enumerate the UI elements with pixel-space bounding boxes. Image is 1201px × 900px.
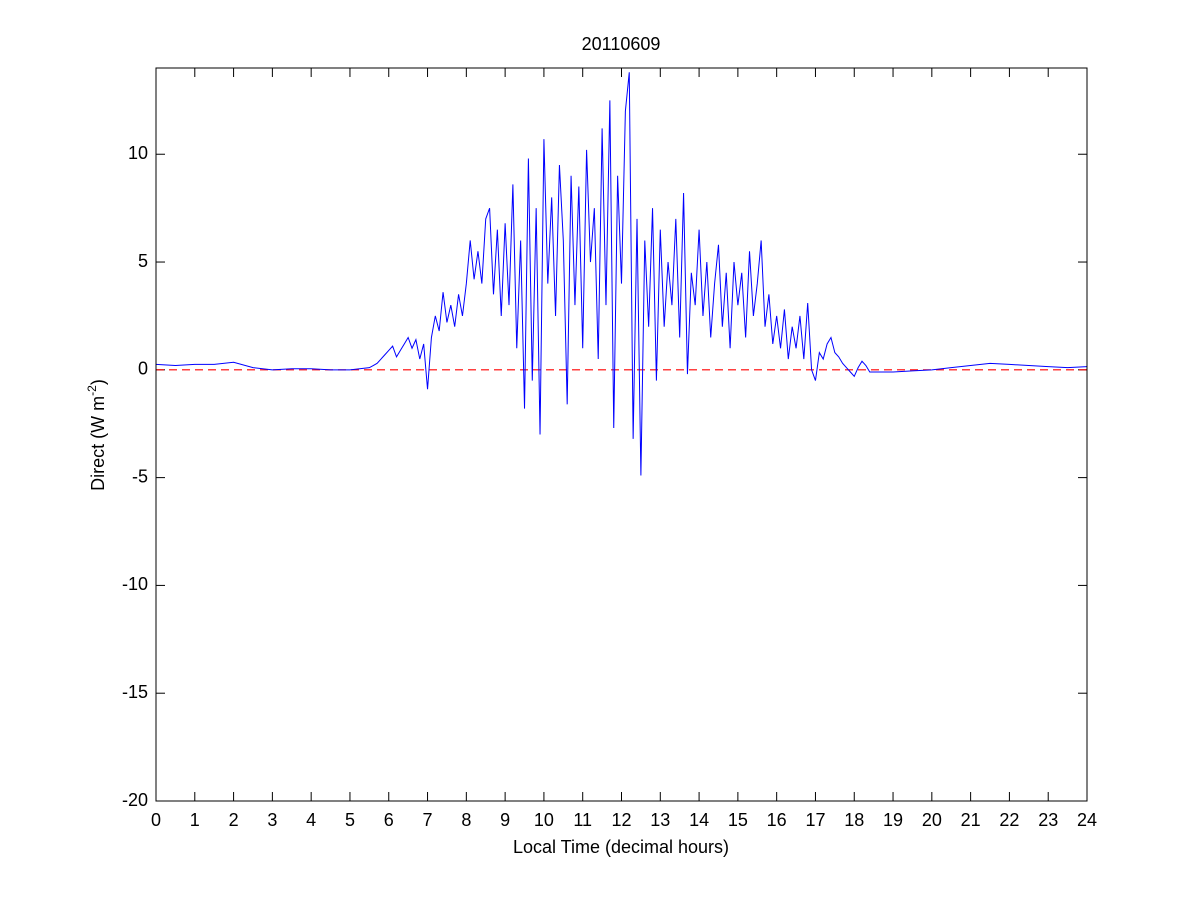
y-tick-label: -5 (132, 466, 148, 486)
y-tick-label: -15 (122, 682, 148, 702)
data-line (155, 72, 1088, 476)
x-tick-label: 18 (844, 810, 864, 830)
x-tick-label: 22 (999, 810, 1019, 830)
x-tick-label: 3 (267, 810, 277, 830)
chart-title: 20110609 (582, 34, 661, 54)
x-tick-label: 9 (500, 810, 510, 830)
plot-frame (155, 67, 1088, 802)
x-tick-label: 8 (461, 810, 471, 830)
y-tick-label: -10 (122, 574, 148, 594)
y-tick-label: -20 (122, 790, 148, 810)
x-tick-label: 5 (345, 810, 355, 830)
x-tick-label: 19 (883, 810, 903, 830)
x-tick-label: 11 (573, 810, 592, 830)
x-tick-label: 15 (728, 810, 748, 830)
y-label-superscript: -2 (85, 385, 99, 396)
x-tick-label: 13 (650, 810, 670, 830)
x-tick-label: 12 (611, 810, 631, 830)
x-tick-label: 16 (767, 810, 787, 830)
y-tick-label: 10 (128, 143, 148, 163)
x-tick-label: 1 (190, 810, 200, 830)
x-tick-label: 24 (1077, 810, 1097, 830)
x-tick-label: 7 (423, 810, 433, 830)
x-axis-label: Local Time (decimal hours) (513, 837, 729, 857)
x-tick-label: 10 (534, 810, 554, 830)
x-tick-label: 14 (689, 810, 709, 830)
x-tick-label: 4 (306, 810, 316, 830)
y-tick-label: 5 (138, 251, 148, 271)
x-tick-label: 23 (1038, 810, 1058, 830)
x-tick-label: 17 (805, 810, 825, 830)
y-label-end: ) (88, 379, 108, 385)
y-axis-label: Direct (W m-2) (85, 379, 108, 491)
x-tick-label: 21 (961, 810, 981, 830)
y-label-text: Direct (W m (88, 396, 108, 491)
y-tick-label: 0 (138, 359, 148, 379)
x-tick-label: 20 (922, 810, 942, 830)
x-tick-label: 6 (384, 810, 394, 830)
x-tick-label: 2 (229, 810, 239, 830)
x-tick-label: 0 (151, 810, 161, 830)
